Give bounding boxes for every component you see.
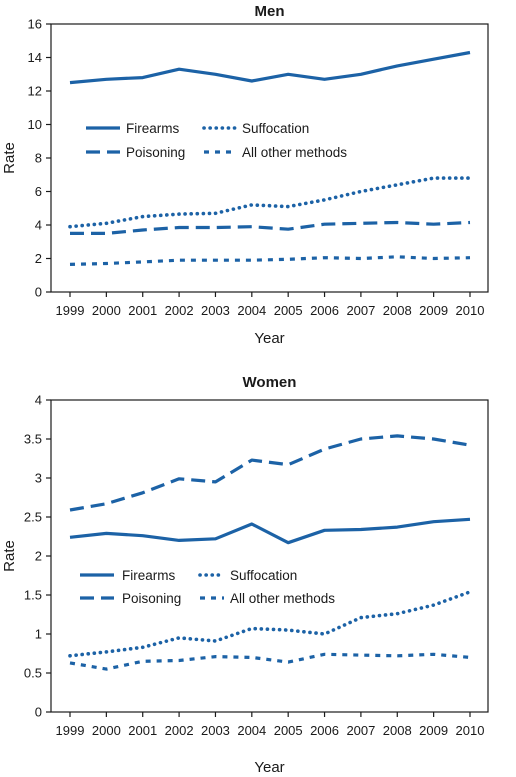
legend-label: All other methods	[230, 591, 335, 606]
x-tick-label: 2007	[346, 723, 375, 738]
chart-panel-men: Men 0 2 4 6 8 10 12 14 16 1999 2000 2001 2002 2003 2004…	[1, 3, 489, 347]
x-axis-label: Year	[254, 759, 284, 776]
x-tick-label: 1999	[56, 723, 85, 738]
x-tick-label: 2006	[310, 723, 339, 738]
x-tick-label: 2001	[128, 303, 157, 318]
legend-label: Poisoning	[126, 145, 185, 160]
y-tick-label: 2	[35, 549, 42, 564]
y-tick-label: 2	[35, 251, 42, 266]
y-tick-label: 10	[28, 117, 42, 132]
legend-label: Suffocation	[230, 568, 297, 583]
y-tick-label: 6	[35, 184, 42, 199]
y-tick-label: 14	[28, 50, 42, 65]
x-tick-label: 2001	[128, 723, 157, 738]
x-tick-label: 2004	[237, 303, 266, 318]
x-tick-label: 2009	[419, 303, 448, 318]
y-tick-label: 2.5	[24, 510, 42, 525]
x-tick-label: 2003	[201, 723, 230, 738]
x-tick-label: 2008	[383, 723, 412, 738]
x-tick-label: 2006	[310, 303, 339, 318]
x-tick-label: 2009	[419, 723, 448, 738]
x-tick-label: 2008	[383, 303, 412, 318]
series-line-all-other-methods	[69, 652, 471, 671]
y-tick-label: 1	[35, 627, 42, 642]
plot-frame	[50, 399, 489, 713]
series-line-firearms	[69, 517, 471, 545]
x-tick-label: 2004	[237, 723, 266, 738]
y-tick-label: 12	[28, 84, 42, 99]
y-tick-label: 0	[35, 285, 42, 300]
y-tick-label: 0.5	[24, 666, 42, 681]
y-tick-label: 3.5	[24, 432, 42, 447]
series-line-suffocation	[68, 590, 472, 658]
y-axis-label: Rate	[1, 540, 18, 572]
chart-title: Women	[243, 374, 297, 391]
y-tick-label: 8	[35, 151, 42, 166]
legend-label: All other methods	[242, 145, 347, 160]
legend-label: Suffocation	[242, 121, 309, 136]
y-tick-label: 4	[35, 218, 42, 233]
x-tick-label: 2002	[165, 723, 194, 738]
series-line-poisoning	[70, 220, 471, 235]
x-tick-label: 2007	[346, 303, 375, 318]
chart-title: Men	[255, 3, 285, 20]
x-tick-label: 2005	[274, 723, 303, 738]
x-tick-label: 2000	[92, 303, 121, 318]
y-tick-label: 4	[35, 393, 42, 408]
legend-label: Poisoning	[122, 591, 181, 606]
series-line-all-other-methods	[69, 255, 471, 266]
x-tick-label: 2010	[456, 723, 485, 738]
x-axis-label: Year	[254, 330, 284, 347]
series-line-firearms	[69, 50, 471, 85]
series-line-poisoning	[69, 434, 471, 512]
legend-label: Firearms	[126, 121, 179, 136]
y-axis-label: Rate	[1, 142, 18, 174]
chart-panel-women: Women 0 0.5 1 1.5 2 2.5 3 3.5 4 1999 2000 2001 2002 20…	[1, 374, 489, 776]
series-line-suffocation	[68, 176, 472, 229]
x-tick-label: 2000	[92, 723, 121, 738]
x-tick-label: 2002	[165, 303, 194, 318]
x-tick-label: 2003	[201, 303, 230, 318]
y-tick-label: 1.5	[24, 588, 42, 603]
y-tick-label: 16	[28, 17, 42, 32]
y-tick-label: 0	[35, 705, 42, 720]
x-tick-label: 2010	[456, 303, 485, 318]
y-tick-label: 3	[35, 471, 42, 486]
x-tick-label: 1999	[56, 303, 85, 318]
x-tick-label: 2005	[274, 303, 303, 318]
legend-label: Firearms	[122, 568, 175, 583]
